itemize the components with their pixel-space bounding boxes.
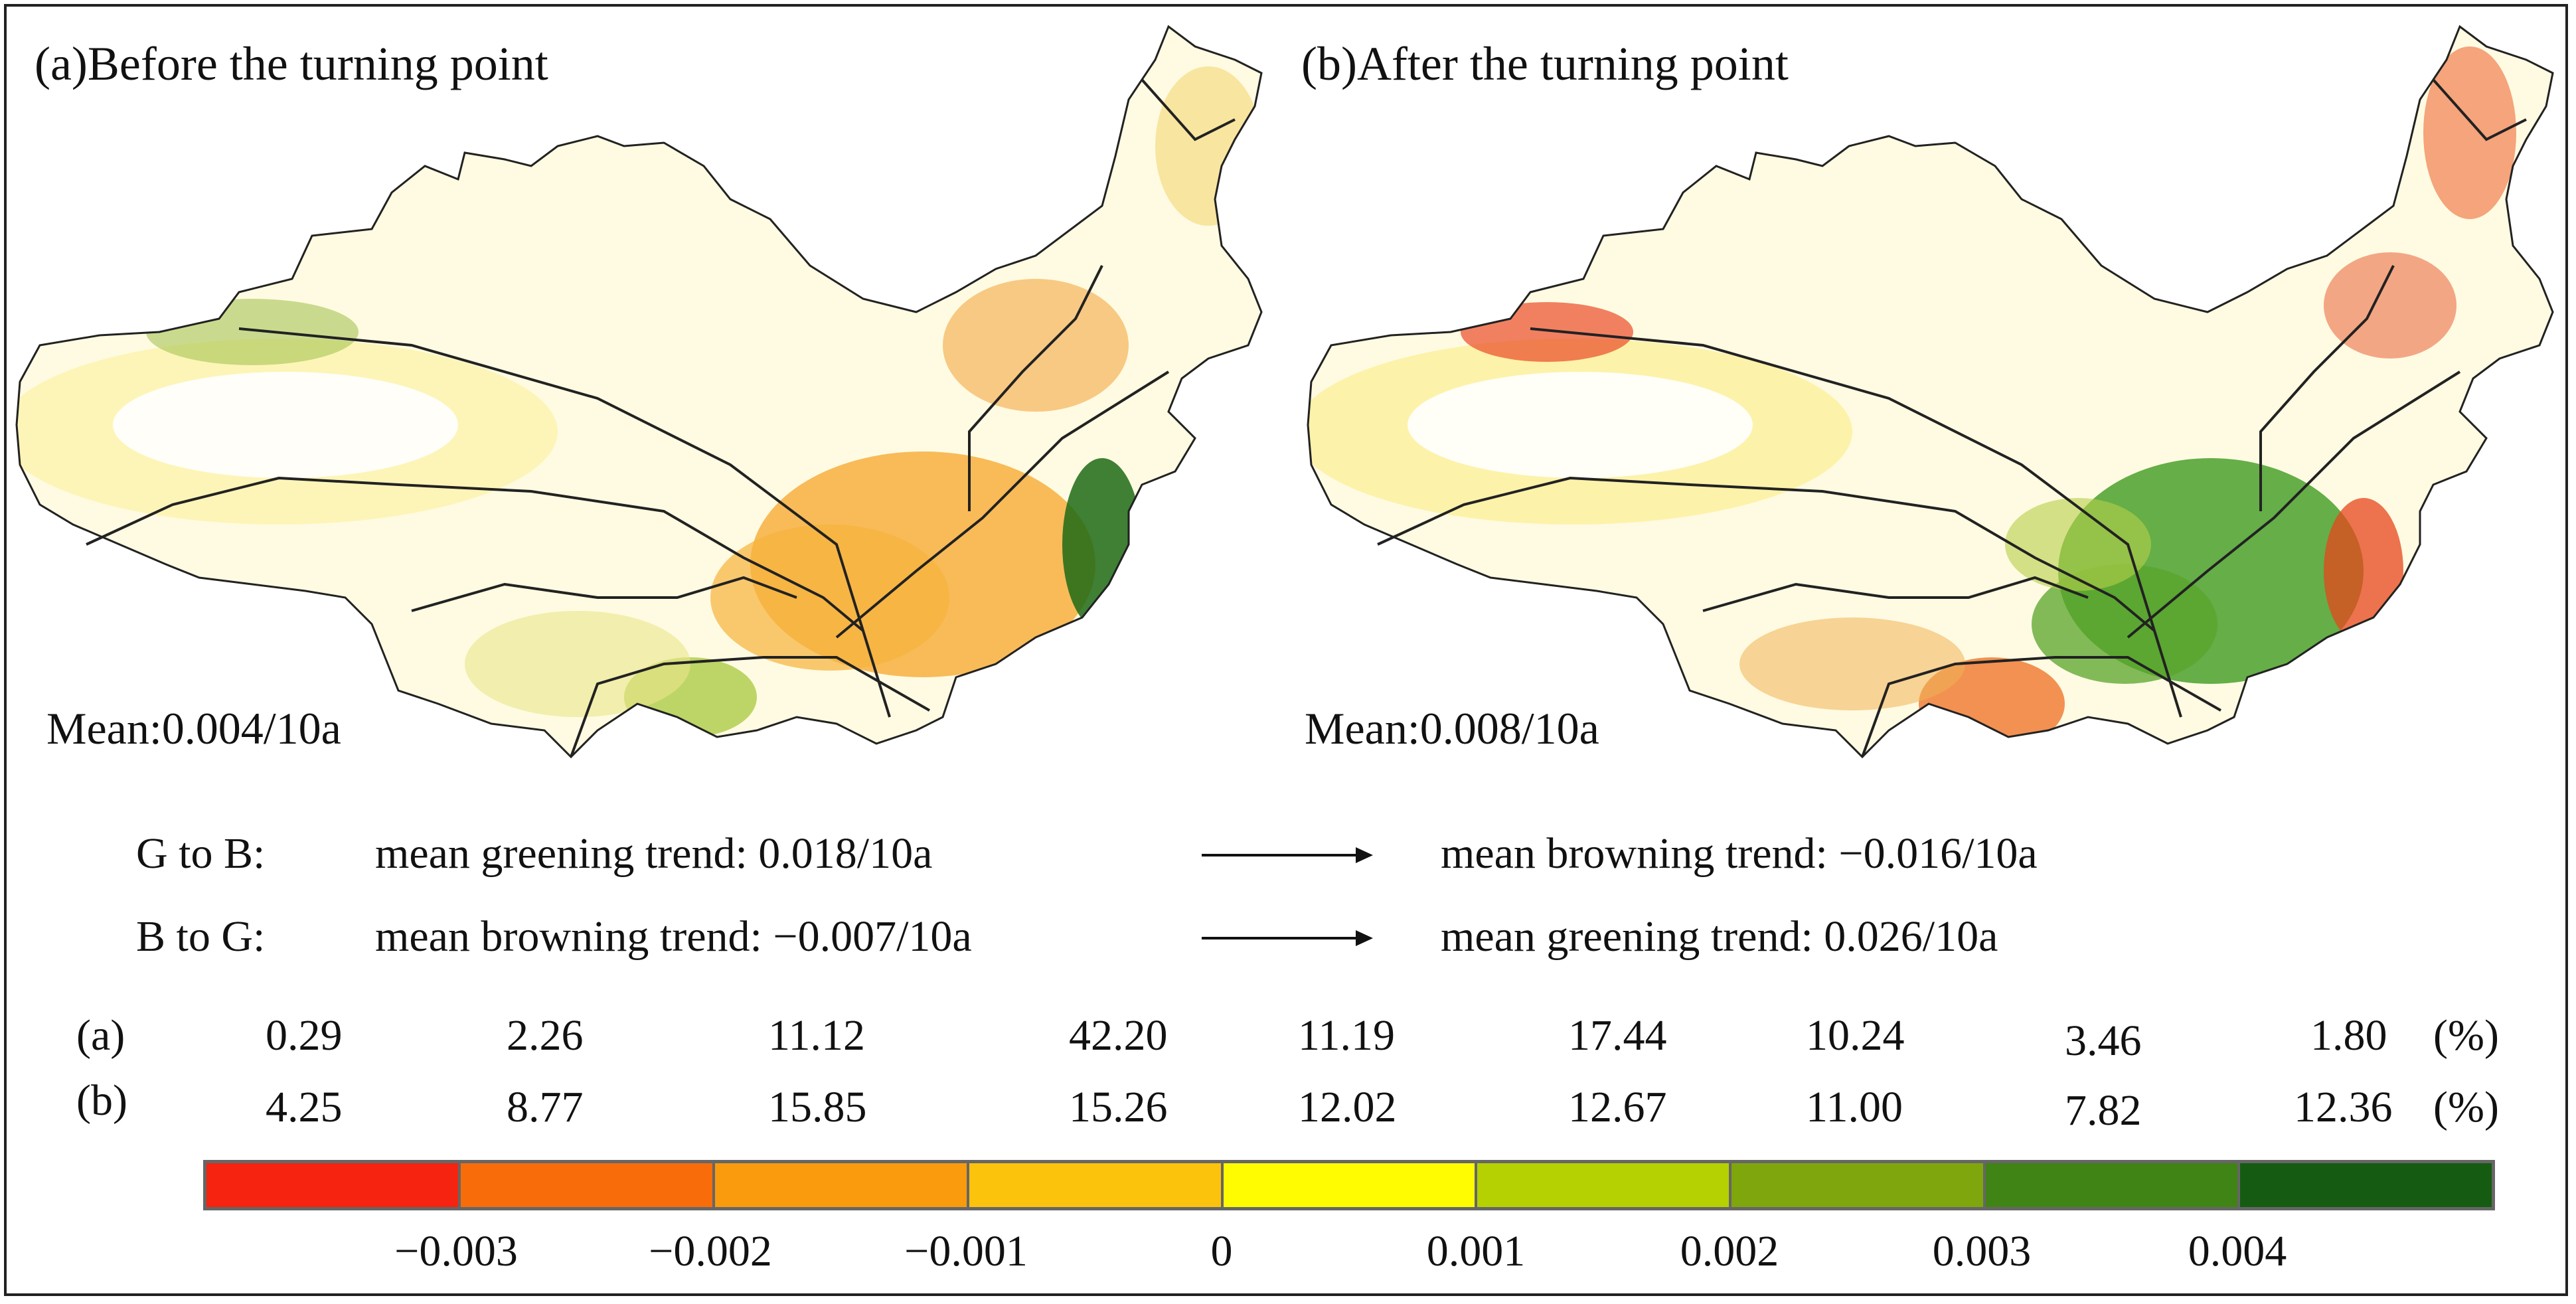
legend-tick: 0.004 [2188,1227,2287,1275]
row-a-unit: (%) [2433,1011,2499,1060]
legend-swatch [2240,1163,2492,1207]
row-a-value: 3.46 [2065,1017,2142,1065]
maps-layer [15,25,2554,758]
transition-before-g-to-b: mean greening trend: 0.018/10a [375,829,933,878]
legend-swatch [206,1163,461,1207]
transition-after-b-to-g: mean greening trend: 0.026/10a [1441,912,1998,961]
row-a-value: 11.19 [1298,1011,1396,1060]
row-b-value: 7.82 [2065,1086,2142,1135]
row-b-unit: (%) [2433,1083,2499,1131]
color-legend-bar [203,1160,2495,1210]
legend-swatch [969,1163,1224,1207]
panel-b-title: (b)After the turning point [1301,37,1789,90]
row-b-value: 15.85 [768,1083,867,1131]
transition-before-b-to-g: mean browning trend: −0.007/10a [375,912,972,961]
legend-tick: 0.001 [1426,1227,1526,1275]
legend-tick: −0.001 [904,1227,1028,1275]
row-b-label: (b) [76,1076,127,1125]
legend-swatch [1731,1163,1986,1207]
figure-frame [4,4,2568,1296]
panel-b-mean: Mean:0.008/10a [1305,703,1599,754]
row-a-value: 17.44 [1568,1011,1667,1060]
arrow-icon [1202,930,1373,946]
panel-a-title: (a)Before the turning point [35,37,548,90]
legend-tick: 0.003 [1932,1227,2032,1275]
transition-label-b-to-g: B to G: [136,912,266,961]
legend-tick: −0.002 [649,1227,772,1275]
panel-a-mean: Mean:0.004/10a [46,703,341,754]
legend-tick: −0.003 [394,1227,518,1275]
row-a-label: (a) [76,1011,125,1060]
legend-swatch [1477,1163,1732,1207]
map-b [1307,25,2554,758]
row-b-value: 12.36 [2294,1083,2393,1131]
row-b-value: 15.26 [1069,1083,1168,1131]
legend-swatch [460,1163,715,1207]
row-a-value: 2.26 [507,1011,584,1060]
legend-tick: 0 [1210,1227,1233,1275]
map-a [15,25,1263,758]
row-a-value: 10.24 [1806,1011,1905,1060]
legend-swatch [1223,1163,1478,1207]
row-a-value: 42.20 [1069,1011,1168,1060]
legend-tick: 0.002 [1680,1227,1779,1275]
row-a-value: 11.12 [768,1011,866,1060]
arrow-icon [1202,847,1373,863]
legend-swatch [714,1163,969,1207]
row-b-value: 11.00 [1806,1083,1903,1131]
row-b-value: 12.02 [1298,1083,1397,1131]
row-b-value: 12.67 [1568,1083,1667,1131]
transition-after-g-to-b: mean browning trend: −0.016/10a [1441,829,2038,878]
row-a-value: 0.29 [266,1011,343,1060]
row-b-value: 8.77 [507,1083,584,1131]
row-b-value: 4.25 [266,1083,343,1131]
transition-label-g-to-b: G to B: [136,829,266,878]
legend-swatch [1986,1163,2241,1207]
row-a-value: 1.80 [2310,1011,2387,1060]
